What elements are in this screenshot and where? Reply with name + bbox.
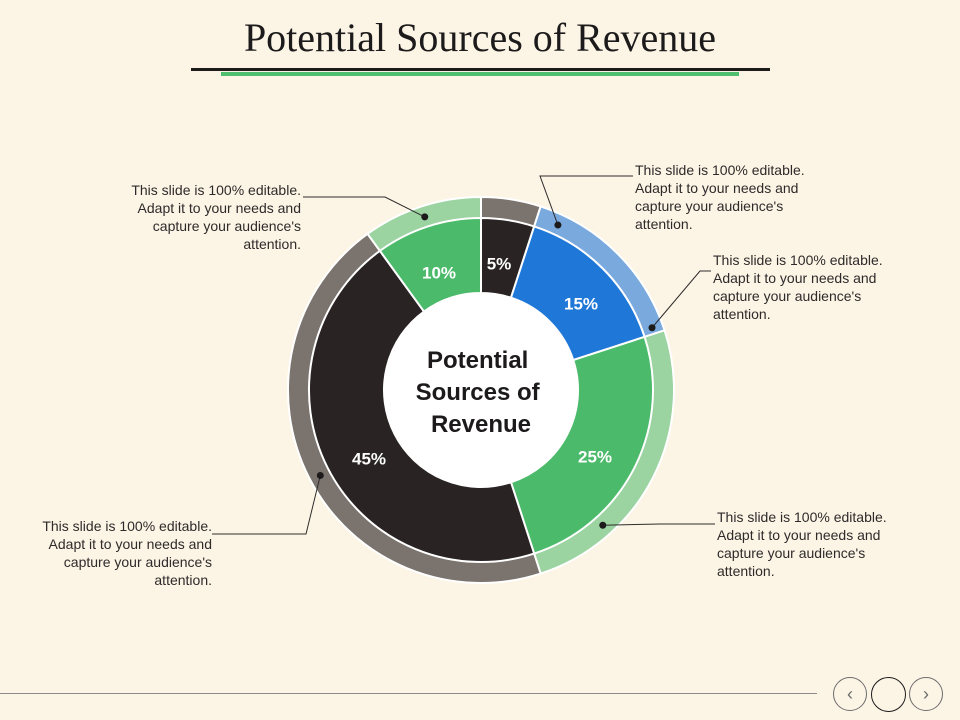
slice-label-45: 45%	[352, 449, 386, 468]
callout-15-percent: This slide is 100% editable. Adapt it to…	[713, 252, 883, 322]
chevron-left-icon[interactable]: ‹	[833, 677, 867, 711]
slice-label-10: 10%	[422, 263, 456, 282]
slice-label-25: 25%	[578, 447, 612, 466]
center-hole	[384, 293, 578, 487]
leader-line-15	[651, 270, 711, 329]
leader-dot-5	[554, 221, 562, 229]
center-label: Potential Sources of Revenue	[416, 347, 547, 438]
callout-25-percent: This slide is 100% editable. Adapt it to…	[717, 509, 887, 579]
donut-slice-10	[378, 216, 482, 313]
title-underline-dark	[191, 68, 770, 71]
footer-divider	[0, 693, 817, 694]
slide-title: Potential Sources of Revenue	[243, 15, 717, 60]
chevron-right-icon[interactable]: ›	[909, 677, 943, 711]
leader-dot-45	[316, 471, 324, 479]
leader-dot-25	[599, 521, 607, 529]
leader-dot-15	[648, 324, 656, 332]
callout-5-percent: This slide is 100% editable. Adapt it to…	[635, 162, 805, 232]
title-underline-green	[221, 72, 739, 76]
callout-45-percent: This slide is 100% editable. Adapt it to…	[42, 518, 212, 588]
slice-label-15: 15%	[564, 294, 598, 313]
callout-10-percent: This slide is 100% editable. Adapt it to…	[131, 182, 301, 252]
leader-line-45	[212, 475, 321, 535]
slice-label-5: 5%	[487, 254, 512, 273]
leader-line-10	[303, 196, 425, 218]
leader-line-5	[539, 175, 633, 226]
leader-line-25	[602, 523, 715, 526]
leader-dot-10	[421, 213, 429, 221]
circle-icon[interactable]	[871, 677, 906, 712]
